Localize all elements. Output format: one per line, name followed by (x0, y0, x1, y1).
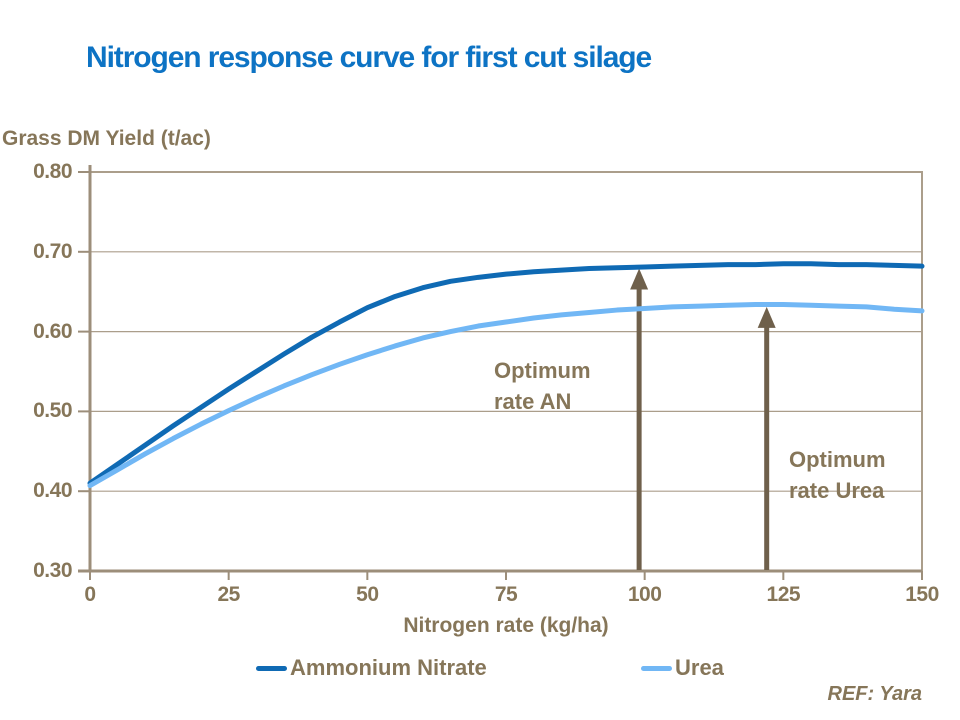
x-tick-label: 50 (356, 583, 379, 606)
y-tick-label: 0.50 (33, 399, 72, 423)
legend-label: Ammonium Nitrate (290, 655, 487, 680)
x-tick-label: 0 (84, 583, 96, 606)
y-tick-label: 0.70 (33, 239, 72, 263)
annotation-line: Optimum (789, 447, 886, 472)
y-tick-label: 0.40 (33, 479, 72, 503)
annotation-line: rate AN (494, 389, 572, 414)
annotation-line: Optimum (494, 358, 591, 383)
x-tick-label: 100 (627, 583, 662, 606)
y-tick-label: 0.30 (33, 559, 72, 582)
x-tick-label: 75 (494, 583, 518, 606)
page-title: Nitrogen response curve for first cut si… (86, 41, 652, 74)
legend-label: Urea (675, 655, 724, 680)
legend-item-urea: Urea (641, 654, 724, 682)
annotation-optimum-rate-urea: Optimum rate Urea (789, 444, 886, 506)
x-tick-label: 150 (905, 583, 939, 606)
y-axis-title: Grass DM Yield (t/ac) (2, 127, 211, 150)
y-tick-label: 0.60 (33, 319, 72, 343)
x-axis-title: Nitrogen rate (kg/ha) (403, 614, 609, 637)
reference-credit: REF: Yara (827, 683, 922, 705)
x-tick-label: 25 (217, 583, 240, 606)
annotation-line: rate Urea (789, 478, 885, 503)
y-tick-label: 0.80 (33, 160, 72, 183)
chart-legend: Ammonium Nitrate Urea (0, 654, 960, 682)
legend-line-swatch-ammonium-nitrate (256, 665, 287, 671)
legend-item-ammonium-nitrate: Ammonium Nitrate (256, 654, 487, 682)
x-tick-label: 125 (766, 583, 801, 606)
legend-line-swatch-urea (641, 665, 672, 671)
annotation-optimum-rate-an: Optimum rate AN (494, 355, 591, 417)
